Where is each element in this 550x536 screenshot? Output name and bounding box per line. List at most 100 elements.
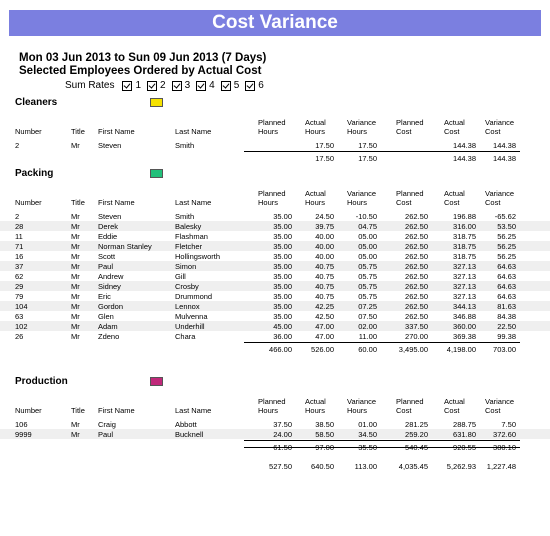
column-header-planned-cost: Planned Cost — [396, 118, 424, 136]
section-color-swatch — [150, 98, 163, 107]
table-cell: -10.50 — [355, 212, 377, 221]
table-cell: 196.88 — [453, 212, 476, 221]
grand-total-cell: 527.50 — [269, 462, 292, 471]
table-cell: 02.00 — [358, 322, 377, 331]
table-cell: 05.00 — [358, 242, 377, 251]
table-row: 11 Mr Eddie Flashman 35.00 40.00 05.00 262.50 31… — [0, 231, 550, 241]
table-cell: 05.00 — [358, 232, 377, 241]
table-cell: Chara — [175, 332, 196, 341]
table-cell: -65.62 — [494, 212, 516, 221]
table-cell: Mr — [71, 232, 80, 241]
table-cell: 262.50 — [405, 262, 428, 271]
section-title: Packing — [15, 168, 54, 179]
table-cell: 79 — [15, 292, 24, 301]
column-header-title: Title — [71, 406, 85, 415]
table-row: 2 Mr Steven Smith 17.50 17.50 144.38 144.38 — [0, 140, 550, 150]
sum-rate-2[interactable]: 2 — [147, 80, 166, 91]
checkbox-checked-icon[interactable] — [245, 80, 256, 91]
table-cell: Eddie — [98, 232, 118, 241]
table-cell: Craig — [98, 420, 116, 429]
table-cell: 56.25 — [497, 252, 516, 261]
table-cell: Derek — [98, 222, 119, 231]
table-cell: 35.00 — [273, 222, 292, 231]
column-header-actual-hours: Actual Hours — [305, 118, 326, 136]
table-cell: 47.00 — [315, 332, 334, 341]
column-header-variance-hours: Variance Hours — [347, 118, 377, 136]
table-cell: 262.50 — [405, 252, 428, 261]
table-cell: 64.63 — [497, 282, 516, 291]
subtotal-rule — [244, 342, 520, 343]
table-cell: 262.50 — [405, 212, 428, 221]
table-cell: 259.20 — [405, 430, 428, 439]
table-cell: Mr — [71, 430, 80, 439]
table-cell: 56.25 — [497, 242, 516, 251]
table-cell: 35.00 — [273, 302, 292, 311]
table-cell: 64.63 — [497, 262, 516, 271]
column-header-last-name: Last Name — [175, 406, 212, 415]
table-cell: 22.50 — [497, 322, 516, 331]
column-header-last-name: Last Name — [175, 198, 212, 207]
table-cell: 318.75 — [453, 252, 476, 261]
table-cell: Mr — [71, 312, 80, 321]
table-cell: Gordon — [98, 302, 124, 311]
table-cell: 327.13 — [453, 272, 476, 281]
table-cell: Mr — [71, 242, 80, 251]
table-cell: 64.63 — [497, 272, 516, 281]
grand-total-cell: 640.50 — [311, 462, 334, 471]
checkbox-checked-icon[interactable] — [196, 80, 207, 91]
checkbox-checked-icon[interactable] — [171, 80, 182, 91]
table-cell: 35.00 — [273, 212, 292, 221]
subtotal-cell: 144.38 — [493, 154, 516, 163]
table-cell: 37.50 — [273, 420, 292, 429]
table-cell: 05.75 — [358, 262, 377, 271]
table-cell: Glen — [98, 312, 114, 321]
table-cell: 62 — [15, 272, 24, 281]
table-row: 62 Mr Andrew Gill 35.00 40.75 05.75 262.50 327.1… — [0, 271, 550, 281]
table-cell: 05.75 — [358, 292, 377, 301]
table-cell: 99.38 — [497, 332, 516, 341]
checkbox-checked-icon[interactable] — [147, 80, 158, 91]
section-title: Cleaners — [15, 97, 58, 108]
subtotal-cell: 3,495.00 — [398, 345, 428, 354]
table-cell: 40.75 — [315, 282, 334, 291]
report-section-cleaners: Cleaners Number Title First Name Last Name Pl… — [0, 97, 550, 257]
table-cell: 318.75 — [453, 242, 476, 251]
table-cell: 37 — [15, 262, 24, 271]
column-header-variance-cost: Variance Cost — [485, 118, 515, 136]
subtotal-cell: 60.00 — [358, 345, 377, 354]
column-header-planned-hours: Planned Hours — [258, 397, 286, 415]
sum-rate-5[interactable]: 5 — [220, 80, 239, 91]
sum-rate-3[interactable]: 3 — [171, 80, 190, 91]
sum-rate-6[interactable]: 6 — [245, 80, 264, 91]
table-cell: 42.25 — [315, 302, 334, 311]
table-cell: 35.00 — [273, 252, 292, 261]
grand-total-cell: 4,035.45 — [398, 462, 428, 471]
column-header-actual-cost: Actual Cost — [444, 397, 465, 415]
table-cell: 35.00 — [273, 292, 292, 301]
table-cell: 288.75 — [453, 420, 476, 429]
table-cell: 45.00 — [273, 322, 292, 331]
column-header-actual-hours: Actual Hours — [305, 397, 326, 415]
table-cell: 05.75 — [358, 282, 377, 291]
table-cell: Mr — [71, 272, 80, 281]
table-cell: Crosby — [175, 282, 199, 291]
checkbox-checked-icon[interactable] — [122, 80, 133, 91]
table-cell: 40.00 — [315, 232, 334, 241]
table-cell: Mr — [71, 212, 80, 221]
checkbox-checked-icon[interactable] — [220, 80, 231, 91]
table-row: 2 Mr Steven Smith 35.00 24.50 -10.50 262.50 196.… — [0, 211, 550, 221]
sum-rate-4[interactable]: 4 — [196, 80, 215, 91]
table-cell: 35.00 — [273, 312, 292, 321]
sum-rates: Sum Rates 1 2 3 4 5 6 — [65, 80, 270, 91]
table-cell: 11 — [15, 232, 23, 241]
column-header-first-name: First Name — [98, 198, 135, 207]
table-cell: Flashman — [175, 232, 208, 241]
table-cell: 71 — [15, 242, 24, 251]
sum-rate-1[interactable]: 1 — [122, 80, 141, 91]
column-header-title: Title — [71, 198, 85, 207]
table-cell: 102 — [15, 322, 28, 331]
column-header-first-name: First Name — [98, 127, 135, 136]
column-header-number: Number — [15, 198, 42, 207]
table-cell: 24.50 — [315, 212, 334, 221]
table-cell: Steven — [98, 141, 122, 150]
